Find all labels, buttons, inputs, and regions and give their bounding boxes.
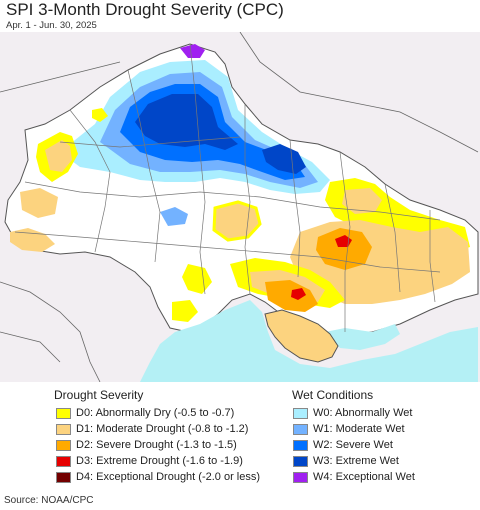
legend-wet-item: W0: Abnormally Wet — [293, 406, 412, 420]
wet-w4-north — [180, 44, 205, 58]
legend-wet-label: W2: Severe Wet — [313, 439, 393, 451]
country-borders — [0, 32, 479, 382]
legend-drought-item: D4: Exceptional Drought (-2.0 or less) — [56, 470, 260, 484]
map-date-range: Apr. 1 - Jun. 30, 2025 — [6, 20, 97, 31]
legend-wet-item: W1: Moderate Wet — [293, 422, 405, 436]
legend-wet-swatch — [293, 455, 308, 467]
legend-wet-item: W3: Extreme Wet — [293, 454, 399, 468]
legend-drought-label: D1: Moderate Drought (-0.8 to -1.2) — [76, 423, 249, 435]
legend-drought-label: D4: Exceptional Drought (-2.0 or less) — [76, 471, 261, 483]
legend-wet-swatch — [293, 407, 308, 419]
drought-d0-odesa — [182, 264, 212, 294]
drought-d1-central — [214, 202, 260, 240]
legend-drought-label: D3: Extreme Drought (-1.6 to -1.9) — [76, 455, 243, 467]
wet-w3-northeast — [262, 144, 306, 174]
drought-d0-bessarabia — [172, 300, 198, 322]
oblast-borders — [14, 43, 441, 332]
legend-drought-heading: Drought Severity — [54, 388, 144, 402]
wet-w3-north — [135, 94, 238, 150]
legend-drought-swatch — [56, 407, 71, 419]
map-title: SPI 3-Month Drought Severity (CPC) — [6, 0, 284, 19]
legend-wet-item: W2: Severe Wet — [293, 438, 393, 452]
drought-d1-ne — [342, 188, 382, 214]
legend-drought-swatch — [56, 439, 71, 451]
legend-wet-label: W0: Abnormally Wet — [313, 407, 413, 419]
legend-wet-swatch — [293, 471, 308, 483]
legend-drought-swatch — [56, 471, 71, 483]
crimea — [264, 309, 339, 363]
drought-d3-south — [291, 288, 306, 300]
legend-wet-heading: Wet Conditions — [292, 388, 374, 402]
drought-map — [0, 32, 480, 382]
wet-w1-center — [160, 207, 188, 226]
legend-drought-label: D2: Severe Drought (-1.3 to -1.5) — [76, 439, 237, 451]
legend-wet-item: W4: Exceptional Wet — [293, 470, 415, 484]
legend-wet-label: W1: Moderate Wet — [313, 423, 405, 435]
legend-wet-swatch — [293, 439, 308, 451]
legend-wet-swatch — [293, 423, 308, 435]
drought-d1-west — [45, 140, 72, 172]
legend-wet-label: W4: Exceptional Wet — [313, 471, 415, 483]
sea-of-azov — [325, 324, 400, 350]
drought-map-canvas — [0, 32, 480, 382]
legend-drought-item: D0: Abnormally Dry (-0.5 to -0.7) — [56, 406, 234, 420]
legend: Drought Severity Wet Conditions D0: Abno… — [0, 384, 480, 492]
drought-d1-west-central — [20, 188, 58, 218]
drought-d0-west-small — [92, 108, 108, 122]
source-credit: Source: NOAA/CPC — [4, 495, 94, 506]
legend-drought-swatch — [56, 455, 71, 467]
legend-drought-item: D2: Severe Drought (-1.3 to -1.5) — [56, 438, 237, 452]
black-sea — [140, 300, 478, 382]
legend-wet-label: W3: Extreme Wet — [313, 455, 399, 467]
legend-drought-item: D1: Moderate Drought (-0.8 to -1.2) — [56, 422, 248, 436]
drought-d2-east — [316, 228, 372, 270]
drought-d3-east — [335, 235, 352, 247]
drought-d0-central-ring — [212, 200, 262, 242]
legend-drought-label: D0: Abnormally Dry (-0.5 to -0.7) — [76, 407, 235, 419]
legend-drought-item: D3: Extreme Drought (-1.6 to -1.9) — [56, 454, 243, 468]
legend-drought-swatch — [56, 423, 71, 435]
